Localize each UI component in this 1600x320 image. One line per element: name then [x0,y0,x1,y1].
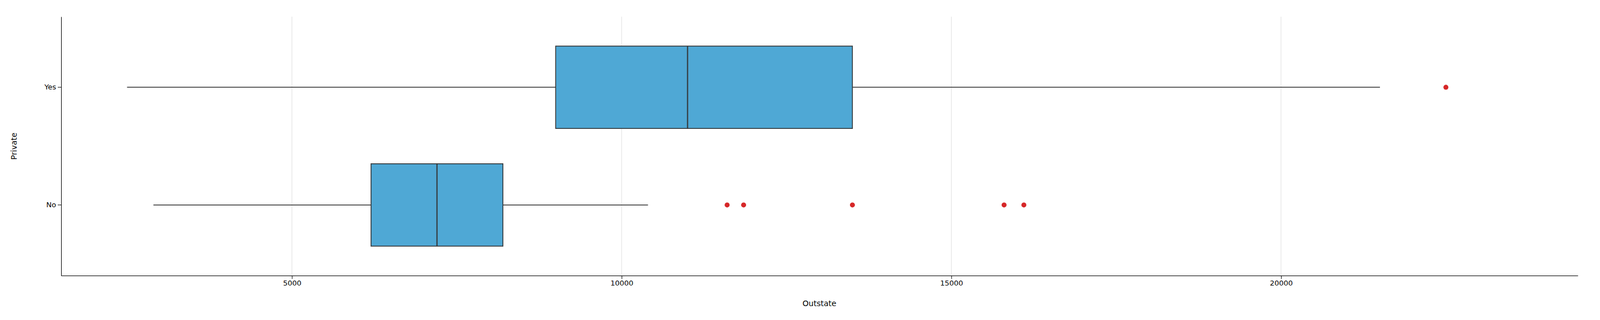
median [436,163,438,247]
y-tick-mark [57,87,62,88]
x-axis-line [61,275,1579,277]
x-tick-mark [951,275,952,279]
x-tick-label: 10000 [610,278,634,288]
outlier [850,202,855,208]
outlier [1001,202,1007,208]
y-tick: No [46,200,62,209]
grid-line [291,16,293,276]
y-axis-title: Private [9,132,19,160]
x-tick-label: 15000 [940,278,963,288]
x-tick-mark [621,275,623,279]
marks [127,46,1449,247]
plot-area: 5000 10000 15000 20000 Yes No [43,16,1579,288]
x-tick-mark [291,275,293,279]
y-axis: Yes No [43,17,62,277]
x-tick: 20000 [1270,275,1293,288]
box-group [127,46,1449,129]
x-tick-mark [1281,275,1282,279]
outlier [741,202,747,208]
grid-line [951,16,952,276]
whisker-low [127,86,557,88]
box [371,163,503,247]
box [555,46,853,129]
y-tick-label: No [46,200,57,209]
y-tick-label: Yes [43,82,57,92]
whisker-high [852,86,1380,88]
outlier [724,202,730,208]
outlier [1021,202,1027,208]
x-tick: 5000 [282,275,302,288]
x-tick: 15000 [940,275,963,288]
x-tick: 10000 [610,275,634,288]
whisker-high [502,204,648,206]
x-tick-label: 5000 [282,278,302,288]
median [687,46,689,129]
chart-svg: 5000 10000 15000 20000 Yes No Outstate Private [0,0,1600,320]
whisker-low [153,204,372,206]
y-tick: Yes [43,82,62,92]
box-group [153,163,1027,247]
x-axis-title: Outstate [802,298,837,308]
x-tick-label: 20000 [1270,278,1293,288]
grid-line [1280,16,1282,276]
x-axis: 5000 10000 15000 20000 [61,275,1579,288]
y-tick-mark [57,204,62,205]
grid [291,16,1281,276]
outlier [1443,85,1449,90]
y-axis-line [61,17,62,277]
